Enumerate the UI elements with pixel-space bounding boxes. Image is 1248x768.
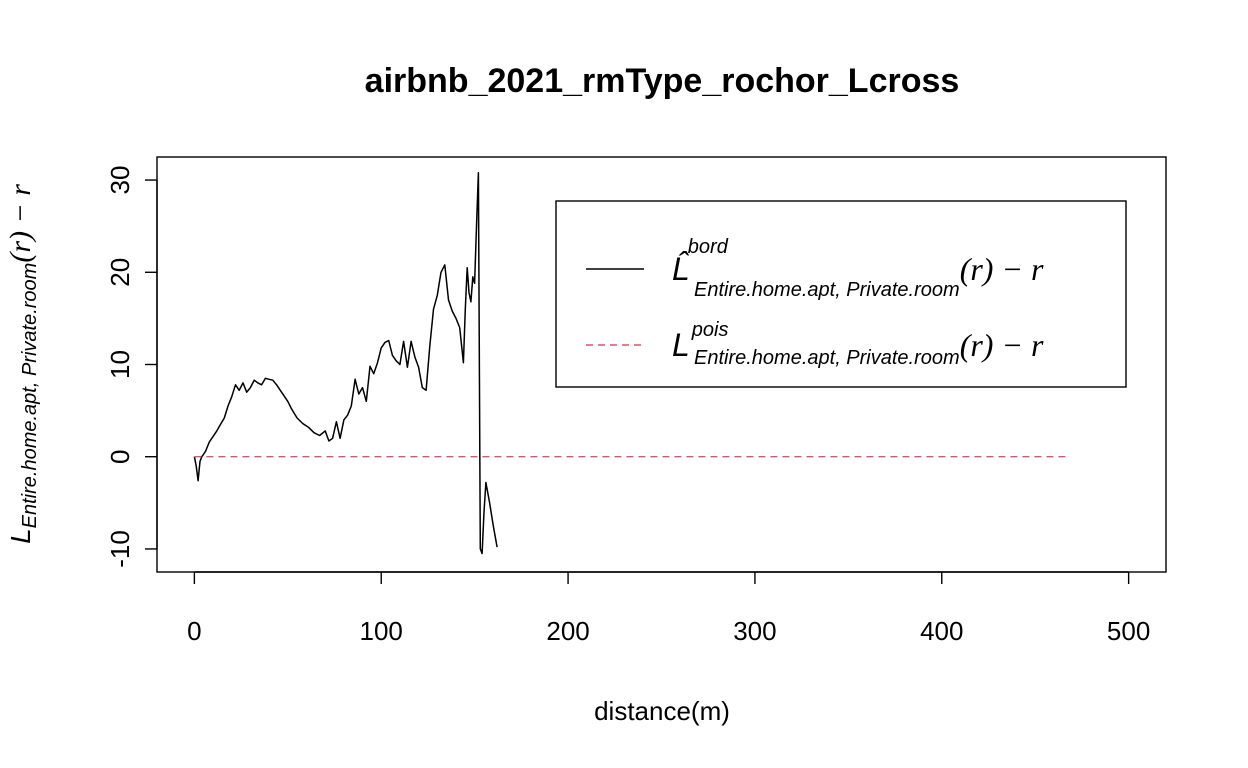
y-axis-label-main: L <box>5 528 36 544</box>
y-tick-label: 30 <box>105 166 135 195</box>
x-tick-label: 500 <box>1107 616 1150 646</box>
legend-bord-sub: Entire.home.apt, Private.room <box>694 279 960 301</box>
legend-pois-tail: (r) − r <box>960 327 1044 363</box>
y-axis-label: LEntire.home.apt, Private.room(r) − r <box>4 184 41 544</box>
y-axis: -10 0 10 20 30 <box>105 166 158 568</box>
x-tick-label: 100 <box>360 616 403 646</box>
chart-title: airbnb_2021_rmType_rochor_Lcross <box>365 62 960 100</box>
legend-bord-tail: (r) − r <box>960 251 1044 287</box>
legend-box <box>555 200 1127 388</box>
x-axis: 0 100 200 300 400 500 <box>187 571 1150 646</box>
legend-pois-main: L <box>672 327 690 363</box>
legend-pois-sub: Entire.home.apt, Private.room <box>694 347 960 369</box>
series-layer <box>193 171 1069 555</box>
y-tick-label: 20 <box>105 258 135 287</box>
x-tick-label: 0 <box>187 616 201 646</box>
legend: L̂bord Entire.home.apt, Private.room(r) −… <box>555 200 1127 388</box>
x-axis-label: distance(m) <box>594 696 730 726</box>
y-tick-label: 0 <box>105 449 135 463</box>
legend-entry-bord: L̂bord Entire.home.apt, Private.room(r) −… <box>672 236 1044 301</box>
series-line-bord <box>193 171 498 555</box>
y-tick-label: 10 <box>105 350 135 379</box>
legend-pois-sup: pois <box>691 319 729 341</box>
x-tick-label: 300 <box>733 616 776 646</box>
y-axis-label-tail: (r) − r <box>4 184 37 263</box>
x-tick-label: 400 <box>920 616 963 646</box>
legend-bord-main: L̂ <box>672 251 690 287</box>
y-tick-label: -10 <box>105 530 135 568</box>
x-tick-label: 200 <box>546 616 589 646</box>
y-axis-label-sub: Entire.home.apt, Private.room <box>19 263 41 529</box>
legend-bord-sup: bord <box>688 236 729 258</box>
